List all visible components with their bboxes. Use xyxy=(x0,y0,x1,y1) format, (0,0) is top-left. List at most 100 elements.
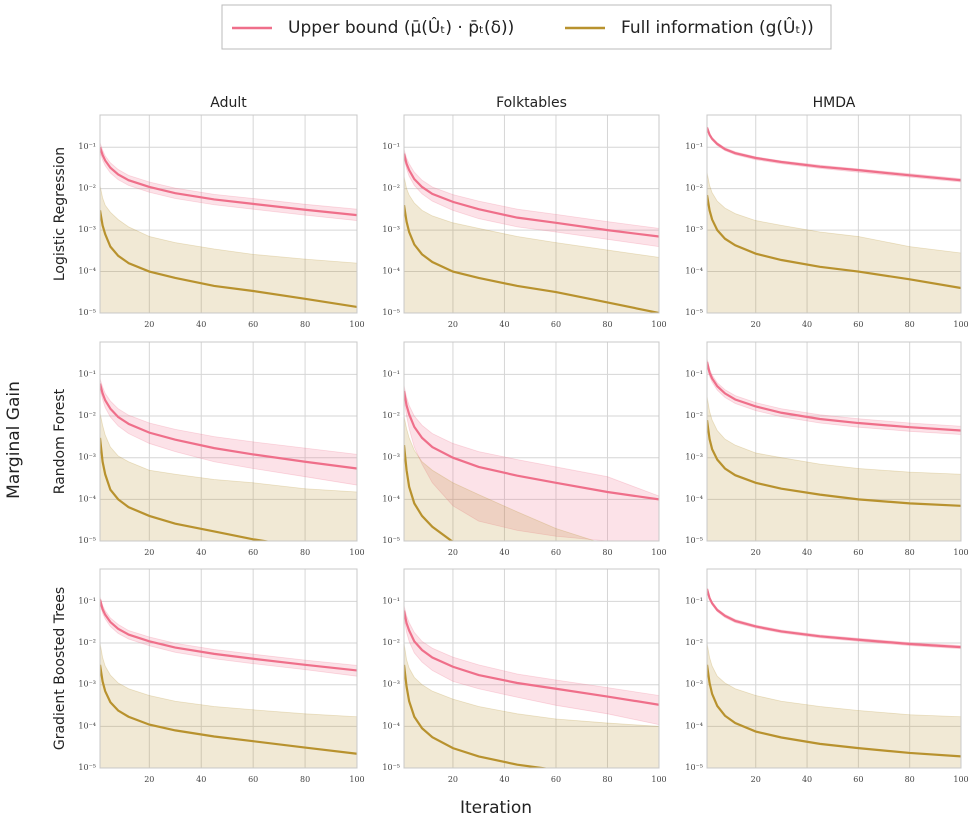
x-tick-label: 60 xyxy=(853,548,863,557)
y-tick-label: 10⁻³ xyxy=(382,225,400,234)
confidence-band xyxy=(100,412,357,541)
y-tick-label: 10⁻³ xyxy=(382,453,400,462)
confidence-band xyxy=(404,415,597,541)
x-tick-label: 40 xyxy=(196,775,206,784)
plot-area xyxy=(404,605,659,768)
y-tick-label: 10⁻² xyxy=(685,184,703,193)
y-tick-label: 10⁻⁵ xyxy=(382,308,400,317)
x-tick-label: 100 xyxy=(651,775,666,784)
x-tick-label: 20 xyxy=(751,775,761,784)
confidence-band xyxy=(707,126,961,183)
series-line xyxy=(404,153,659,238)
y-tick-label: 10⁻³ xyxy=(685,453,703,462)
x-tick-label: 20 xyxy=(448,548,458,557)
y-tick-label: 10⁻² xyxy=(78,184,96,193)
y-tick-label: 10⁻¹ xyxy=(78,369,96,378)
series-line xyxy=(707,361,961,432)
y-tick-label: 10⁻² xyxy=(685,411,703,420)
confidence-band xyxy=(100,142,357,221)
confidence-band xyxy=(100,185,357,313)
y-tick-label: 10⁻³ xyxy=(78,453,96,462)
y-tick-label: 10⁻² xyxy=(685,638,703,647)
x-tick-label: 100 xyxy=(953,320,968,329)
series-line xyxy=(707,127,961,182)
plot-area xyxy=(100,378,357,541)
panel-frame xyxy=(99,568,358,769)
x-tick-label: 20 xyxy=(448,320,458,329)
x-tick-label: 20 xyxy=(751,320,761,329)
x-tick-label: 40 xyxy=(196,320,206,329)
confidence-band xyxy=(404,385,659,541)
series-line xyxy=(404,445,454,541)
y-tick-label: 10⁻³ xyxy=(78,225,96,234)
y-tick-label: 10⁻³ xyxy=(685,225,703,234)
plot-area xyxy=(707,358,961,541)
plot-area xyxy=(404,149,659,313)
x-tick-label: 60 xyxy=(551,548,561,557)
x-tick-label: 100 xyxy=(349,775,364,784)
y-tick-label: 10⁻⁴ xyxy=(382,267,400,276)
x-tick-label: 60 xyxy=(551,320,561,329)
x-tick-label: 80 xyxy=(602,548,612,557)
y-axis-label: Marginal Gain xyxy=(4,381,24,499)
x-tick-label: 100 xyxy=(953,548,968,557)
series-line xyxy=(100,599,357,672)
series-line xyxy=(707,194,961,290)
series-line xyxy=(100,210,357,309)
confidence-band xyxy=(404,176,659,313)
y-tick-label: 10⁻² xyxy=(382,411,400,420)
y-tick-label: 10⁻² xyxy=(78,638,96,647)
series-line xyxy=(707,664,961,758)
x-tick-label: 60 xyxy=(248,775,258,784)
row-label: Random Forest xyxy=(52,388,68,494)
panel-frame xyxy=(99,341,358,542)
x-tick-label: 80 xyxy=(905,548,915,557)
confidence-band xyxy=(707,642,961,768)
plot-area xyxy=(100,596,357,768)
y-tick-label: 10⁻¹ xyxy=(685,596,703,605)
panel-title: Adult xyxy=(210,95,247,111)
x-tick-label: 40 xyxy=(499,775,509,784)
x-tick-label: 20 xyxy=(751,548,761,557)
confidence-band xyxy=(404,149,659,248)
panel-frame xyxy=(403,114,660,314)
panel-title: HMDA xyxy=(813,95,856,111)
x-tick-label: 60 xyxy=(853,320,863,329)
x-tick-label: 60 xyxy=(551,775,561,784)
y-tick-label: 10⁻³ xyxy=(382,680,400,689)
panel-frame xyxy=(706,568,962,769)
y-tick-label: 10⁻⁴ xyxy=(685,721,703,730)
x-tick-label: 80 xyxy=(300,320,310,329)
x-tick-label: 40 xyxy=(802,548,812,557)
panel-frame xyxy=(706,341,962,542)
x-tick-label: 80 xyxy=(602,775,612,784)
y-tick-label: 10⁻⁴ xyxy=(78,267,96,276)
x-tick-label: 40 xyxy=(499,548,509,557)
series-line xyxy=(404,664,551,768)
y-tick-label: 10⁻⁵ xyxy=(382,536,400,545)
y-tick-label: 10⁻⁴ xyxy=(78,721,96,730)
y-tick-label: 10⁻¹ xyxy=(685,142,703,151)
series-line xyxy=(404,205,659,313)
plot-area xyxy=(707,126,961,313)
x-tick-label: 40 xyxy=(499,320,509,329)
y-tick-label: 10⁻⁴ xyxy=(685,267,703,276)
series-line xyxy=(404,390,659,501)
series-line xyxy=(707,419,961,507)
row-label: Logistic Regression xyxy=(52,147,68,281)
series-line xyxy=(100,383,357,470)
y-tick-label: 10⁻¹ xyxy=(382,369,400,378)
x-tick-label: 20 xyxy=(144,775,154,784)
x-tick-label: 60 xyxy=(853,775,863,784)
confidence-band xyxy=(404,642,659,768)
x-tick-label: 40 xyxy=(196,548,206,557)
y-tick-label: 10⁻² xyxy=(78,411,96,420)
y-tick-label: 10⁻⁵ xyxy=(685,763,703,772)
legend-box xyxy=(221,4,832,50)
confidence-band xyxy=(100,596,357,677)
y-tick-label: 10⁻⁵ xyxy=(685,536,703,545)
series-line xyxy=(100,146,357,217)
x-tick-label: 40 xyxy=(802,775,812,784)
confidence-band xyxy=(100,642,357,768)
